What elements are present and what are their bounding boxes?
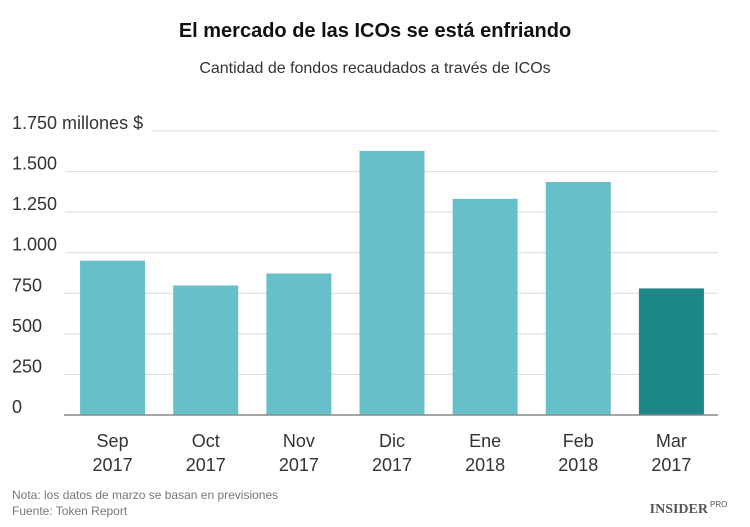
y-tick-label: 1.000 <box>12 235 57 255</box>
note: Nota: los datos de marzo se basan en pre… <box>12 488 278 502</box>
x-tick-label: Oct 2017 <box>186 431 226 475</box>
x-tick-label: Feb 2018 <box>558 431 598 475</box>
y-tick-label: 250 <box>12 356 42 376</box>
y-tick-label: 1.250 <box>12 194 57 214</box>
x-tick-label: Sep 2017 <box>93 431 133 475</box>
chart-subtitle: Cantidad de fondos recaudados a través d… <box>199 60 550 77</box>
x-tick-label: Ene 2018 <box>465 431 505 475</box>
chart-title: El mercado de las ICOs se está enfriando <box>179 20 571 42</box>
bar <box>545 181 611 415</box>
bar <box>638 288 704 415</box>
bar <box>359 150 425 416</box>
x-tick-label: Mar 2017 <box>651 431 691 475</box>
bar <box>173 285 239 415</box>
x-tick-label: Dic 2017 <box>372 431 412 475</box>
note: Fuente: Token Report <box>12 504 128 518</box>
logo-sub: PRO <box>710 500 727 509</box>
y-tick-label: 500 <box>12 316 42 336</box>
y-tick-label: 1.750 millones $ <box>12 113 143 133</box>
y-tick-label: 750 <box>12 275 42 295</box>
bar <box>266 273 332 415</box>
bar <box>452 198 518 415</box>
y-tick-label: 0 <box>12 397 22 417</box>
bar <box>80 260 146 415</box>
logo: INSIDER <box>650 502 709 517</box>
x-tick-label: Nov 2017 <box>279 431 319 475</box>
y-tick-label: 1.500 <box>12 154 57 174</box>
